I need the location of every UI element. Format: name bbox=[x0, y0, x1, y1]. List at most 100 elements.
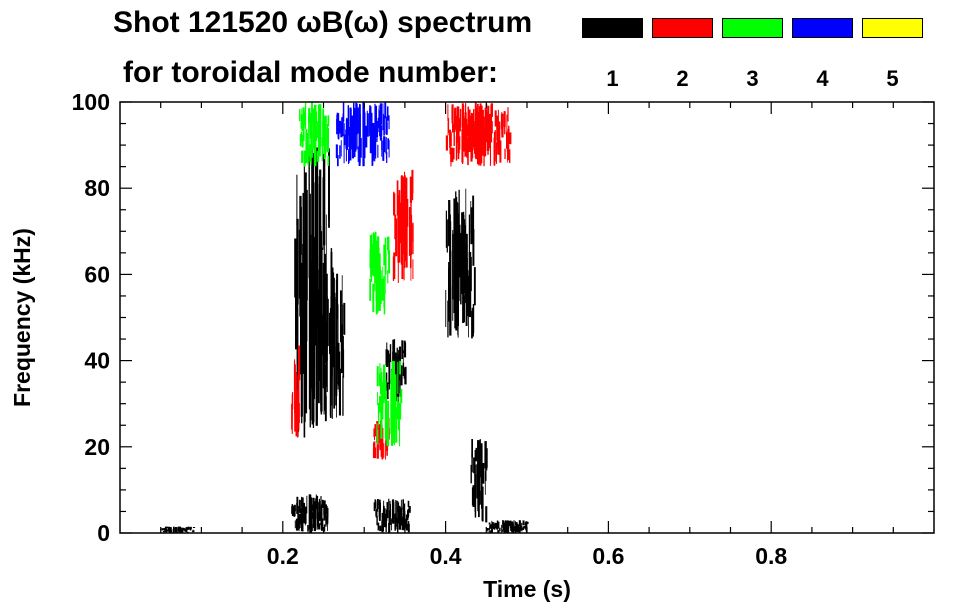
spectrum-streak-mode-2 bbox=[373, 441, 376, 449]
spectrum-streak-mode-2 bbox=[489, 137, 491, 166]
spectrum-streak-mode-2 bbox=[293, 361, 296, 391]
spectrum-streak-mode-2 bbox=[374, 424, 377, 437]
spectrum-streak-mode-1 bbox=[462, 264, 465, 323]
spectrum-streak-mode-1 bbox=[457, 202, 459, 336]
spectrum-streak-mode-1 bbox=[474, 474, 477, 518]
spectrum-streak-mode-2 bbox=[490, 104, 493, 143]
spectrum-streak-mode-1 bbox=[323, 509, 326, 521]
spectrum-streak-mode-1 bbox=[481, 458, 482, 509]
spectrum-streak-mode-3 bbox=[302, 107, 305, 128]
spectrum-streak-mode-2 bbox=[478, 112, 480, 166]
spectrum-streak-mode-1 bbox=[169, 529, 172, 533]
spectrum-streak-mode-1 bbox=[316, 495, 319, 519]
spectrum-streak-mode-3 bbox=[379, 363, 381, 381]
spectrum-streak-mode-1 bbox=[335, 297, 337, 406]
spectrum-streak-mode-4 bbox=[381, 138, 383, 157]
spectrum-streak-mode-3 bbox=[322, 142, 324, 154]
spectrum-streak-mode-1 bbox=[319, 327, 321, 362]
spectrum-streak-mode-4 bbox=[382, 103, 384, 118]
spectrum-streak-mode-1 bbox=[485, 506, 488, 523]
spectrum-streak-mode-2 bbox=[298, 345, 301, 381]
spectrum-streak-mode-1 bbox=[327, 298, 329, 347]
spectrum-streak-mode-1 bbox=[325, 214, 327, 295]
spectrum-streak-mode-1 bbox=[391, 518, 392, 531]
spectrum-streak-mode-4 bbox=[378, 105, 380, 127]
spectrum-streak-mode-2 bbox=[393, 252, 396, 280]
region-mode-1-6 bbox=[470, 439, 488, 523]
spectrum-streak-mode-2 bbox=[397, 221, 399, 283]
spectrum-streak-mode-1 bbox=[164, 530, 166, 532]
spectrum-streak-mode-1 bbox=[455, 196, 458, 306]
spectrum-streak-mode-1 bbox=[313, 504, 317, 520]
spectrum-streak-mode-3 bbox=[381, 278, 384, 301]
spectrum-streak-mode-3 bbox=[318, 111, 322, 139]
spectrum-streak-mode-2 bbox=[405, 188, 407, 253]
spectrum-streak-mode-1 bbox=[319, 511, 322, 520]
spectrum-streak-mode-1 bbox=[183, 527, 185, 531]
legend-swatch-mode-3 bbox=[722, 18, 783, 38]
y-tick-label: 20 bbox=[84, 434, 110, 460]
spectrum-streak-mode-1 bbox=[388, 358, 390, 390]
spectrum-streak-mode-1 bbox=[342, 335, 344, 368]
spectrum-streak-mode-4 bbox=[362, 121, 364, 148]
spectrum-streak-mode-3 bbox=[387, 400, 389, 447]
spectrum-streak-mode-1 bbox=[303, 155, 305, 237]
spectrum-streak-mode-1 bbox=[342, 375, 344, 416]
spectrum-streak-mode-2 bbox=[412, 169, 414, 201]
spectrum-streak-mode-1 bbox=[323, 358, 325, 415]
spectrum-streak-mode-1 bbox=[330, 296, 332, 412]
spectrum-streak-mode-1 bbox=[520, 522, 522, 528]
legend-mode-number-1: 1 bbox=[606, 66, 619, 91]
spectrum-streak-mode-3 bbox=[377, 391, 378, 406]
spectrum-streak-mode-3 bbox=[369, 235, 372, 253]
spectrum-streak-mode-3 bbox=[318, 118, 320, 139]
spectrum-streak-mode-1 bbox=[291, 506, 293, 514]
spectrum-streak-mode-1 bbox=[385, 349, 388, 366]
spectrum-streak-mode-1 bbox=[303, 514, 306, 524]
spectrum-streak-mode-4 bbox=[343, 138, 345, 164]
x-axis-label: Time (s) bbox=[483, 576, 571, 602]
spectrum-streak-mode-1 bbox=[397, 518, 399, 533]
spectrum-streak-mode-1 bbox=[192, 527, 196, 528]
spectrum-streak-mode-1 bbox=[385, 372, 388, 388]
spectrum-streak-mode-3 bbox=[373, 233, 376, 277]
spectrum-streak-mode-1 bbox=[326, 295, 328, 392]
spectrum-streak-mode-1 bbox=[525, 526, 526, 529]
spectrum-streak-mode-2 bbox=[455, 117, 458, 130]
spectrum-streak-mode-3 bbox=[325, 126, 327, 142]
spectrum-streak-mode-3 bbox=[380, 406, 383, 439]
spectrum-streak-mode-1 bbox=[326, 508, 329, 517]
spectrum-streak-mode-1 bbox=[381, 520, 384, 532]
spectrum-streak-mode-2 bbox=[454, 107, 457, 126]
spectrum-streak-mode-1 bbox=[471, 439, 473, 458]
spectrum-streak-mode-3 bbox=[317, 133, 320, 152]
spectrum-streak-mode-3 bbox=[302, 119, 305, 142]
spectrum-streak-mode-1 bbox=[168, 526, 171, 530]
spectrum-streak-mode-3 bbox=[377, 429, 379, 445]
spectrum-streak-mode-1 bbox=[491, 520, 493, 526]
spectrum-streak-mode-1 bbox=[161, 529, 164, 531]
spectrum-streak-mode-2 bbox=[298, 412, 300, 430]
axes: 0 20 40 60 80 100 0.2 0.4 0.6 0.8 bbox=[72, 89, 934, 569]
spectrum-streak-mode-1 bbox=[525, 526, 527, 530]
spectrum-streak-mode-1 bbox=[391, 499, 395, 523]
spectrum-streak-mode-1 bbox=[447, 300, 449, 338]
spectrum-streak-mode-1 bbox=[340, 290, 342, 343]
legend-mode-number-3: 3 bbox=[746, 66, 759, 91]
spectrum-streak-mode-2 bbox=[373, 447, 377, 459]
spectrum-streak-mode-1 bbox=[312, 503, 315, 521]
spectrum-streak-mode-2 bbox=[297, 374, 300, 419]
spectrum-streak-mode-1 bbox=[402, 503, 404, 513]
spectrum-streak-mode-1 bbox=[386, 342, 388, 356]
spectrum-streak-mode-4 bbox=[356, 133, 358, 150]
region-mode-4-16 bbox=[335, 102, 390, 167]
spectrum-streak-mode-1 bbox=[323, 184, 325, 310]
spectrum-streak-mode-1 bbox=[489, 530, 493, 533]
spectrum-streak-mode-1 bbox=[501, 524, 502, 533]
spectrum-streak-mode-2 bbox=[509, 149, 511, 163]
spectrum-streak-mode-4 bbox=[386, 116, 388, 131]
spectrum-streak-mode-3 bbox=[383, 294, 386, 315]
spectrum-streak-mode-3 bbox=[308, 108, 311, 124]
legend-mode-number-2: 2 bbox=[676, 66, 689, 91]
spectrum-streak-mode-3 bbox=[378, 264, 380, 286]
